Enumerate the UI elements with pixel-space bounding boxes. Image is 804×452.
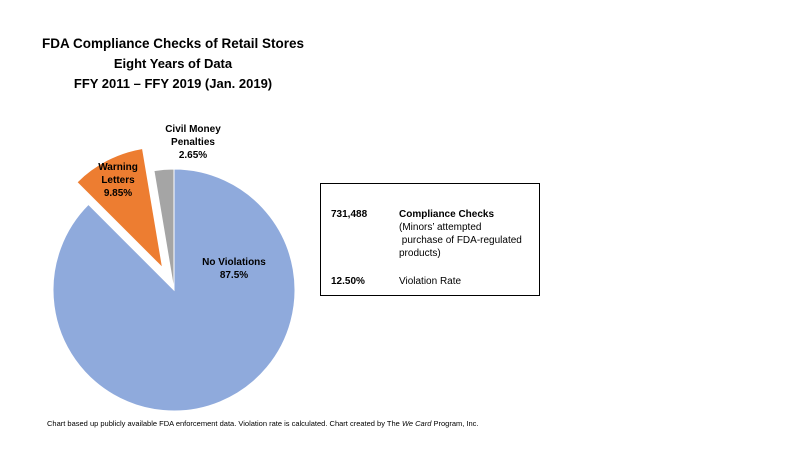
violation-rate-value: 12.50% [331, 276, 365, 287]
chart-date-range: FFY 2011 – FFY 2019 (Jan. 2019) [73, 76, 273, 91]
chart-title-block: FDA Compliance Checks of Retail Stores E… [0, 34, 346, 94]
compliance-checks-note-2: purchase of FDA-regulated [399, 235, 522, 246]
info-box: 731,488 Compliance Checks (Minors’ attem… [320, 183, 540, 296]
slice-civil-money-penalties [153, 168, 175, 291]
slice-no-violations-label: No Violations 87.5% [202, 257, 266, 281]
slice-warning-letters-label: Warning Letters 9.85% [98, 162, 138, 199]
chart-title: FDA Compliance Checks of Retail Stores [41, 36, 305, 51]
compliance-checks-value: 731,488 [331, 209, 368, 220]
footnote-brand: We Card [401, 419, 432, 428]
footnote-suffix: Program, Inc. [431, 419, 479, 428]
violation-rate-label: Violation Rate [399, 276, 462, 287]
compliance-checks-label-block: Compliance Checks (Minors’ attempted pur… [399, 208, 537, 260]
slice-warning-letters [76, 147, 164, 270]
compliance-checks-note-3: products) [399, 248, 441, 259]
footnote-text: Chart based up publicly available FDA en… [47, 419, 402, 428]
footnote: Chart based up publicly available FDA en… [47, 419, 479, 428]
compliance-checks-label: Compliance Checks [399, 209, 495, 220]
slice-civil-money-penalties-label: Civil Money Penalties 2.65% [165, 124, 221, 161]
compliance-checks-note-1: (Minors’ attempted [399, 222, 482, 233]
chart-subtitle: Eight Years of Data [113, 56, 233, 71]
